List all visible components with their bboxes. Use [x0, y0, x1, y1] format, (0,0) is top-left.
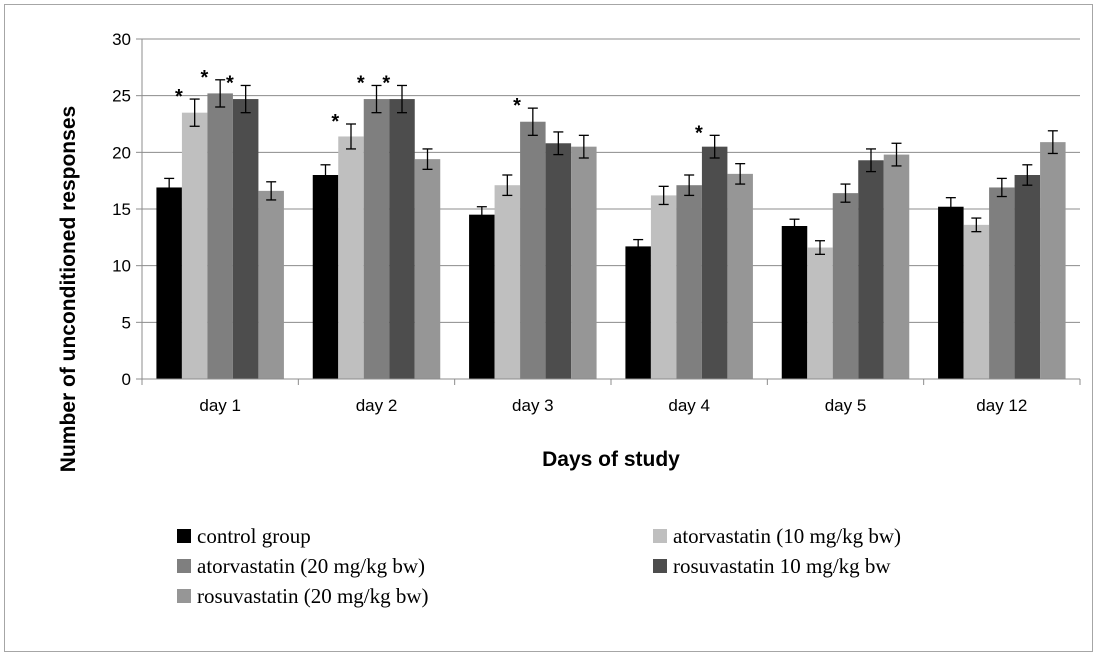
bar [494, 185, 521, 379]
bar [1040, 142, 1066, 379]
gridlines [136, 38, 1080, 380]
bar [701, 146, 728, 379]
x-tick-label: day 1 [199, 396, 241, 415]
bar [363, 99, 390, 380]
bar [807, 247, 833, 379]
y-tick-label: 5 [122, 313, 131, 332]
significance-star: * [175, 86, 183, 108]
bar [1014, 175, 1041, 379]
bar [625, 246, 651, 379]
significance-marks: * * * * * * * * [175, 67, 703, 145]
y-tick-label: 15 [112, 200, 131, 219]
bar [727, 173, 753, 379]
legend-label: atorvastatin (20 mg/kg bw) [197, 554, 425, 578]
bar [963, 224, 990, 379]
legend-label: rosuvastatin 10 mg/kg bw [673, 554, 891, 578]
x-tick-label: day 4 [668, 396, 710, 415]
bar [414, 159, 441, 379]
bar [181, 112, 208, 380]
significance-star: * [695, 122, 703, 144]
bar [389, 99, 415, 380]
x-tick-label: day 3 [512, 396, 554, 415]
legend-label: control group [197, 524, 311, 548]
y-tick-label: 30 [112, 30, 131, 49]
x-tick-label: day 5 [825, 396, 867, 415]
bar [338, 136, 364, 379]
bar [938, 206, 964, 379]
significance-star: * [513, 95, 521, 117]
bar [858, 160, 884, 379]
bar [781, 226, 808, 379]
x-tick-labels: day 1 day 2 day 3 day 4 day 5 day 12 [199, 396, 1027, 415]
bar [650, 195, 677, 379]
bar [469, 214, 495, 379]
bar [520, 121, 546, 379]
legend-swatch [653, 559, 667, 573]
significance-star: * [201, 67, 209, 89]
bar [883, 154, 910, 379]
y-tick-label: 20 [112, 143, 131, 162]
bar [832, 193, 859, 379]
significance-star: * [331, 111, 339, 133]
significance-star: * [382, 72, 390, 94]
bar [676, 185, 702, 379]
y-tick-label: 10 [112, 257, 131, 276]
bar [156, 187, 182, 379]
bar [571, 146, 597, 379]
bar [989, 187, 1015, 379]
bar [312, 175, 339, 379]
legend-swatch [653, 529, 667, 543]
bar [258, 190, 284, 379]
bars [156, 93, 1066, 380]
error-bars [164, 79, 1058, 255]
y-tick-label: 25 [112, 87, 131, 106]
bar [232, 99, 259, 380]
bar [545, 143, 572, 379]
significance-star: * [357, 72, 365, 94]
x-tick-label: day 12 [976, 396, 1027, 415]
bar [207, 93, 233, 380]
axes [141, 39, 1081, 385]
legend-swatch [177, 529, 191, 543]
significance-star: * [226, 72, 234, 94]
legend-swatch [177, 559, 191, 573]
y-axis-title: Number of unconditioned responses [57, 106, 80, 472]
x-axis-title: Days of study [542, 448, 680, 471]
legend-label: atorvastatin (10 mg/kg bw) [673, 524, 901, 548]
legend-label: rosuvastatin (20 mg/kg bw) [197, 584, 429, 608]
legend-swatch [177, 589, 191, 603]
chart-frame: * * * * * * * * 0 5 10 15 20 25 30 day 1 day 2 day 3 day… [4, 4, 1093, 652]
y-tick-label: 0 [122, 370, 131, 389]
legend: control group atorvastatin (10 mg/kg bw) a… [177, 524, 901, 608]
x-tick-label: day 2 [356, 396, 398, 415]
y-tick-labels: 0 5 10 15 20 25 30 [112, 30, 131, 389]
